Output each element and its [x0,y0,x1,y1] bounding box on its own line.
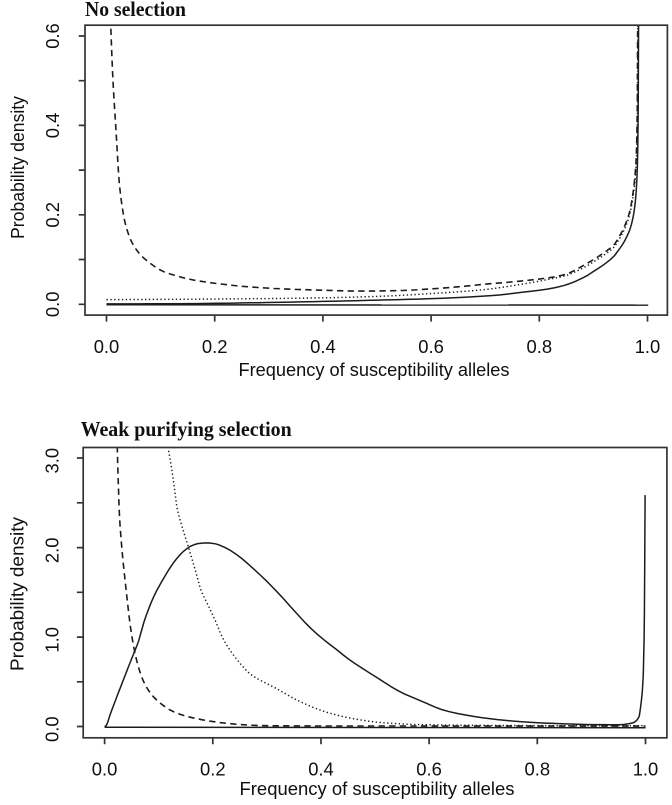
svg-text:Frequency of susceptibility al: Frequency of susceptibility alleles [239,359,510,380]
svg-text:0.2: 0.2 [202,336,228,357]
svg-text:Frequency of susceptibility al: Frequency of susceptibility alleles [240,778,515,799]
svg-text:0.8: 0.8 [527,336,553,357]
svg-text:Probability density: Probability density [7,95,28,239]
svg-text:0.6: 0.6 [42,23,63,49]
svg-text:0.4: 0.4 [308,759,334,780]
svg-text:Probability density: Probability density [7,516,28,671]
svg-text:0.4: 0.4 [310,336,336,357]
svg-text:3.0: 3.0 [42,448,63,474]
svg-text:0.4: 0.4 [42,113,63,139]
svg-text:0.6: 0.6 [416,759,442,780]
svg-text:2.0: 2.0 [42,538,63,564]
svg-text:Weak purifying selection: Weak purifying selection [81,418,292,441]
svg-text:0.6: 0.6 [418,336,444,357]
svg-text:0.8: 0.8 [525,759,551,780]
svg-text:0.0: 0.0 [42,292,63,318]
svg-text:1.0: 1.0 [42,627,63,653]
svg-text:0.0: 0.0 [42,716,63,742]
svg-text:0.0: 0.0 [94,336,120,357]
svg-text:1.0: 1.0 [635,336,661,357]
svg-text:0.0: 0.0 [92,759,118,780]
svg-text:No selection: No selection [85,0,186,21]
svg-text:0.2: 0.2 [200,759,226,780]
svg-text:1.0: 1.0 [633,759,659,780]
svg-text:0.2: 0.2 [42,202,63,228]
